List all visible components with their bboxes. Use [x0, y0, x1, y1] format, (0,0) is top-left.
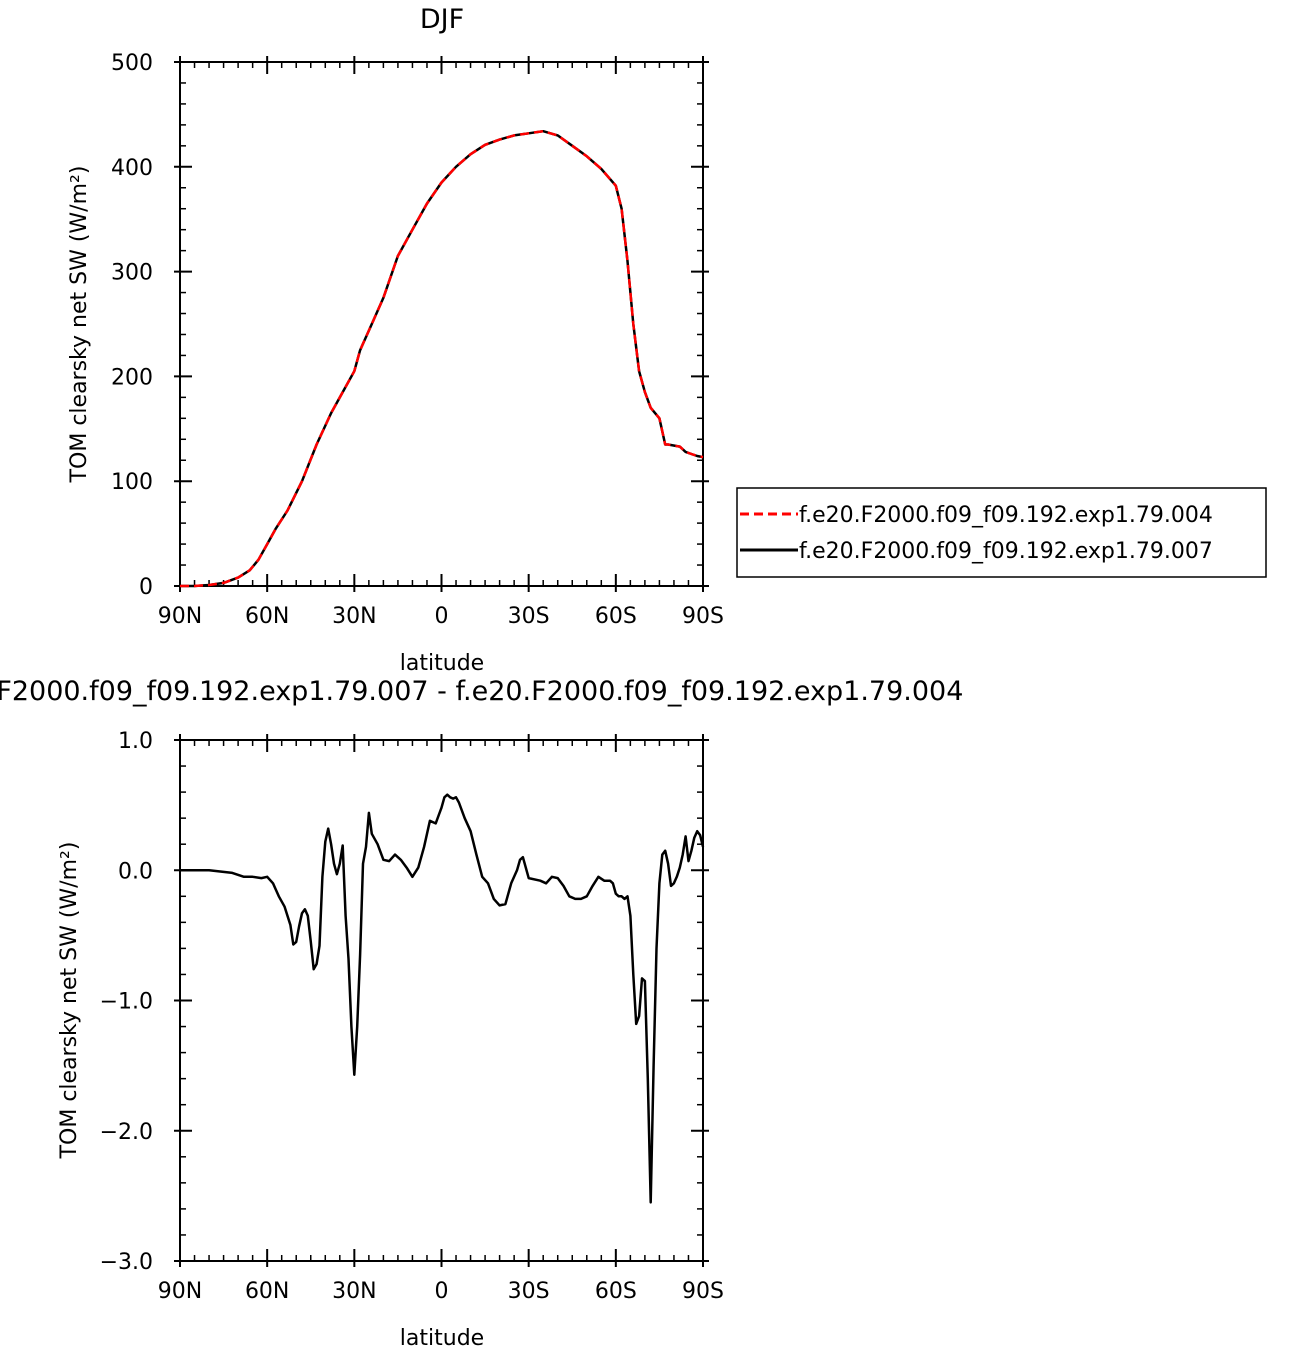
bottom-plot-x-axis-label: latitude — [400, 1326, 484, 1351]
top-plot-frame — [179, 61, 704, 587]
bottom-plot-y-axis-label: TOM clearsky net SW (W/m²) — [57, 842, 82, 1160]
top-plot: DJF latitude TOM clearsky net SW (W/m²) … — [67, 4, 724, 676]
top-y-tick-label: 100 — [111, 470, 153, 495]
bottom-x-tick-label: 90S — [682, 1279, 724, 1304]
bottom-y-tick-label: −3.0 — [100, 1250, 153, 1275]
top-plot-title: DJF — [420, 4, 464, 35]
bottom-y-tick-label: 1.0 — [118, 729, 153, 754]
bottom-x-tick-label: 30S — [508, 1279, 550, 1304]
top-series-line-2 — [180, 129, 704, 588]
top-y-tick-label: 0 — [139, 575, 153, 600]
top-y-tick-label: 400 — [111, 156, 153, 181]
top-x-tick-label: 90S — [682, 604, 724, 629]
bottom-plot-title: f.e20.F2000.f09_f09.192.exp1.79.007 - f.… — [0, 676, 963, 707]
bottom-plot: f.e20.F2000.f09_f09.192.exp1.79.007 - f.… — [0, 676, 963, 1351]
top-x-tick-label: 90N — [158, 604, 202, 629]
bottom-x-tick-label: 30N — [332, 1279, 376, 1304]
bottom-x-tick-label: 0 — [435, 1279, 449, 1304]
bottom-y-tick-label: 0.0 — [118, 859, 153, 884]
legend-label-series-2: f.e20.F2000.f09_f09.192.exp1.79.007 — [799, 539, 1213, 564]
top-y-tick-label: 300 — [111, 261, 153, 286]
top-y-tick-label: 200 — [111, 365, 153, 390]
bottom-y-tick-label: −1.0 — [100, 990, 153, 1015]
bottom-x-tick-label: 60N — [245, 1279, 289, 1304]
legend: f.e20.F2000.f09_f09.192.exp1.79.004 f.e2… — [736, 487, 1267, 578]
top-plot-x-axis-label: latitude — [400, 651, 484, 676]
top-y-tick-label: 500 — [111, 51, 153, 76]
top-x-tick-label: 60S — [595, 604, 637, 629]
top-x-tick-label: 30S — [508, 604, 550, 629]
bottom-x-tick-label: 60S — [595, 1279, 637, 1304]
bottom-x-tick-label: 90N — [158, 1279, 202, 1304]
bottom-series-line-1 — [180, 793, 705, 1204]
legend-label-series-1: f.e20.F2000.f09_f09.192.exp1.79.004 — [799, 503, 1213, 528]
top-x-tick-label: 30N — [332, 604, 376, 629]
legend-box — [736, 487, 1267, 578]
top-x-tick-label: 0 — [435, 604, 449, 629]
top-plot-y-axis-label: TOM clearsky net SW (W/m²) — [67, 166, 92, 484]
top-series-line-1 — [180, 129, 704, 588]
bottom-plot-frame — [179, 739, 704, 1262]
bottom-y-tick-label: −2.0 — [100, 1120, 153, 1145]
top-x-tick-label: 60N — [245, 604, 289, 629]
